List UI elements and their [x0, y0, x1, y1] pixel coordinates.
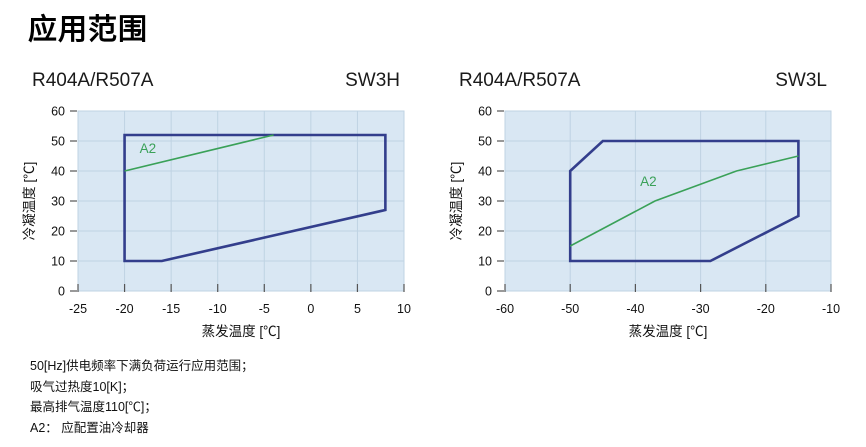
x-tick-label: -30	[692, 302, 710, 316]
x-axis-label: 蒸发温度 [℃]	[202, 324, 281, 339]
note-line: 50[Hz]供电频率下满负荷运行应用范围；	[30, 359, 254, 373]
x-tick-label: 10	[397, 302, 411, 316]
y-tick-label: 10	[51, 255, 65, 269]
y-tick-label: 10	[478, 255, 492, 269]
model-label: SW3L	[775, 70, 827, 91]
x-tick-label: -15	[162, 302, 180, 316]
chart-block-sw3h: R404A/R507A SW3H -25 -20 -15 -10 -5 0 5 10 0 10 20…	[20, 64, 430, 350]
y-tick-label: 50	[478, 135, 492, 149]
model-label: SW3H	[345, 70, 400, 91]
refrigerant-label: R404A/R507A	[32, 70, 154, 91]
chart-header: R404A/R507A SW3L	[447, 64, 857, 98]
a2-label: A2	[640, 174, 657, 189]
chart-header: R404A/R507A SW3H	[20, 64, 430, 98]
sw3l-operating-envelope-chart: -60 -50 -40 -30 -20 -10 0 10 20 30 40 50 60 A2 蒸发温度 [℃…	[449, 105, 840, 340]
a2-boundary-line	[124, 134, 274, 172]
x-tick-label: -40	[626, 302, 644, 316]
y-tick-label: 60	[478, 105, 492, 119]
x-tick-label: -50	[561, 302, 579, 316]
operating-envelope-outline	[568, 139, 800, 263]
a2-boundary-line	[569, 155, 799, 247]
x-tick-label: -20	[116, 302, 134, 316]
x-tick-label: 5	[354, 302, 361, 316]
a2-label: A2	[140, 141, 157, 156]
x-tick-label: -60	[496, 302, 514, 316]
y-tick-label: 30	[478, 195, 492, 209]
y-axis-label: 冷凝温度 [℃]	[449, 162, 464, 241]
x-tick-label: -10	[209, 302, 227, 316]
note-line: 最高排气温度110[℃]；	[30, 400, 157, 414]
y-tick-label: 40	[478, 165, 492, 179]
x-tick-label: -10	[822, 302, 840, 316]
x-tick-label: -5	[259, 302, 270, 316]
refrigerant-label: R404A/R507A	[459, 70, 581, 91]
y-tick-label: 30	[51, 195, 65, 209]
x-tick-label: -20	[757, 302, 775, 316]
x-axis-label: 蒸发温度 [℃]	[629, 324, 708, 339]
y-tick-label: 50	[51, 135, 65, 149]
y-tick-label: 0	[58, 285, 65, 299]
operating-envelope-outline	[123, 133, 387, 263]
note-line: 吸气过热度10[K]；	[30, 379, 135, 394]
footnotes: 50[Hz]供电频率下满负荷运行应用范围； 吸气过热度10[K]； 最高排气温度…	[30, 356, 254, 438]
x-tick-label: 0	[307, 302, 314, 316]
note-line: A2： 应配置油冷却器	[30, 420, 149, 435]
page-title: 应用范围	[28, 14, 149, 46]
x-tick-label: -25	[69, 302, 87, 316]
y-tick-label: 40	[51, 165, 65, 179]
y-tick-label: 20	[51, 225, 65, 239]
y-tick-label: 20	[478, 225, 492, 239]
y-axis-label: 冷凝温度 [℃]	[22, 162, 37, 241]
sw3h-operating-envelope-chart: -25 -20 -15 -10 -5 0 5 10 0 10 20 30 40 50 60 A2 蒸发温度 [℃…	[22, 105, 411, 340]
y-tick-label: 0	[485, 285, 492, 299]
chart-block-sw3l: R404A/R507A SW3L -60 -50 -40 -30 -20 -10 0 10 20…	[447, 64, 857, 350]
y-tick-label: 60	[51, 105, 65, 119]
